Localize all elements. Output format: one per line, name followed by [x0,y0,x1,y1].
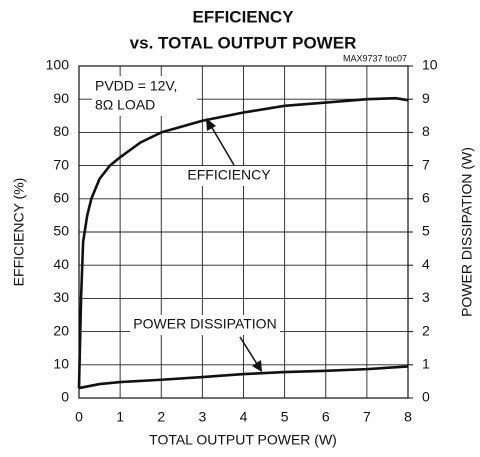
line-series [77,96,409,389]
y2-axis-label: POWER DISSIPATION (W) [459,147,475,317]
chart-subtitle: vs. TOTAL OUTPUT POWER [130,33,357,52]
y-tick-label: 60 [53,190,69,206]
y2-tick-label: 6 [422,190,430,206]
x-tick-label: 2 [157,409,165,425]
chart-title: EFFICIENCY [192,7,294,26]
x-axis-label: TOTAL OUTPUT POWER (W) [149,432,337,448]
y-tick-label: 10 [53,356,69,372]
y2-tick-label: 2 [422,322,430,338]
annotation: 8Ω LOAD [95,97,155,113]
y2-tick-label: 10 [422,57,438,73]
annotation: PVDD = 12V, [95,78,177,94]
arrow [239,336,258,365]
annotation: EFFICIENCY [187,167,271,183]
x-tick-label: 8 [404,409,412,425]
y2-tick-label: 4 [422,256,430,272]
annotation: POWER DISSIPATION [133,316,276,332]
x-tick-label: 5 [281,409,289,425]
x-tick-label: 6 [322,409,330,425]
x-tick-label: 4 [240,409,248,425]
line-series [78,365,409,390]
x-tick-label: 3 [198,409,206,425]
y-tick-label: 30 [53,289,69,305]
annotation-bg [130,315,280,335]
x-tick-label: 1 [116,409,124,425]
y2-tick-label: 3 [422,289,430,305]
y-axis-label: EFFICIENCY (%) [11,178,27,287]
x-tick-label: 0 [75,409,83,425]
x-tick-label: 7 [363,409,371,425]
y-tick-label: 40 [53,256,69,272]
y-tick-label: 90 [53,90,69,106]
arrow-head [206,118,216,131]
y2-tick-label: 8 [422,123,430,139]
y2-tick-label: 9 [422,90,430,106]
y2-tick-label: 1 [422,356,430,372]
chart-note: MAX9737 toc07 [343,53,407,63]
arrow-head [252,360,262,372]
y-tick-label: 100 [46,57,70,73]
y2-tick-label: 7 [422,156,430,172]
arrow [210,125,235,166]
y2-tick-label: 5 [422,223,430,239]
y-tick-label: 70 [53,156,69,172]
y2-tick-label: 0 [422,389,430,405]
plot-frame [78,65,409,399]
annotation-bg [185,166,273,186]
y-tick-label: 80 [53,123,69,139]
y-tick-label: 0 [61,389,69,405]
annotation-bg [92,76,197,116]
y-tick-label: 20 [53,322,69,338]
y-tick-label: 50 [53,223,69,239]
